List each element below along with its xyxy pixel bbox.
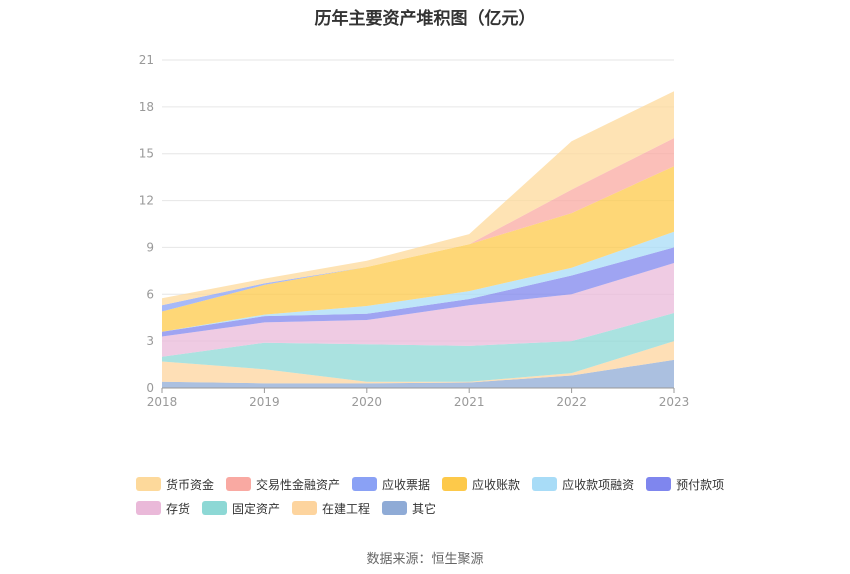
chart-legend: 货币资金 交易性金融资产 应收票据 应收账款 应收款项融资 预付款项 存货 固定资产 在建工程… [136,472,736,520]
x-tick-label: 2022 [556,395,587,409]
y-tick-label: 9 [146,240,154,254]
x-tick-label: 2018 [147,395,178,409]
legend-label: 应收票据 [382,477,431,492]
x-tick-label: 2019 [249,395,280,409]
legend-item[interactable]: 预付款项 [646,476,724,493]
axis-layer: 0 3 6 9 12 15 18 21 2018 2019 2020 2021 2022 2023 [139,53,690,409]
legend-label: 在建工程 [322,501,371,516]
legend-label: 应收账款 [472,477,521,492]
series-area-1 [162,359,674,388]
legend-item[interactable]: 交易性金融资产 [226,476,340,493]
legend-item[interactable]: 在建工程 [292,500,370,517]
y-tick-label: 6 [146,287,154,301]
x-tick-label: 2021 [454,395,485,409]
legend-item[interactable]: 货币资金 [136,476,214,493]
legend-swatch [136,501,161,515]
legend-label: 货币资金 [166,477,215,492]
legend-swatch [442,477,468,491]
legend-swatch [226,477,252,491]
y-tick-label: 12 [139,194,154,208]
legend-label: 应收款项融资 [562,477,635,492]
legend-label: 存货 [166,501,191,516]
area-layer [162,91,674,388]
series-area-4 [162,263,674,357]
y-tick-label: 0 [146,381,154,395]
legend-item[interactable]: 应收账款 [442,476,520,493]
chart-title: 历年主要资产堆积图（亿元） [314,9,536,29]
legend-label: 交易性金融资产 [256,477,341,492]
series-area-8 [162,166,674,312]
legend-label: 固定资产 [232,501,281,516]
y-tick-label: 21 [139,53,154,67]
legend-item[interactable]: 存货 [136,500,190,517]
legend-swatch [646,477,672,491]
legend-label: 预付款项 [676,477,725,492]
y-tick-label: 15 [139,147,154,161]
legend-row: 货币资金 交易性金融资产 应收票据 应收账款 应收款项融资 预付款项 [136,472,736,496]
legend-label: 其它 [412,501,437,516]
legend-swatch [382,501,408,515]
legend-item[interactable]: 其它 [382,500,436,517]
legend-row: 存货 固定资产 在建工程 其它 [136,496,736,520]
series-area-5 [162,247,674,337]
legend-swatch [292,501,318,515]
legend-item[interactable]: 固定资产 [202,500,280,517]
legend-swatch [202,501,228,515]
legend-swatch [136,477,161,491]
x-tick-label: 2023 [659,395,690,409]
source-note: 数据来源：恒生聚源 [366,552,484,567]
series-area-2 [162,341,674,384]
y-tick-label: 18 [139,100,154,114]
series-area-7 [162,166,674,332]
legend-item[interactable]: 应收票据 [352,476,430,493]
legend-item[interactable]: 应收款项融资 [532,476,634,493]
x-tick-label: 2020 [352,395,383,409]
y-tick-label: 3 [146,334,154,348]
series-area-3 [162,313,674,382]
legend-swatch [352,477,378,491]
legend-swatch [532,477,558,491]
